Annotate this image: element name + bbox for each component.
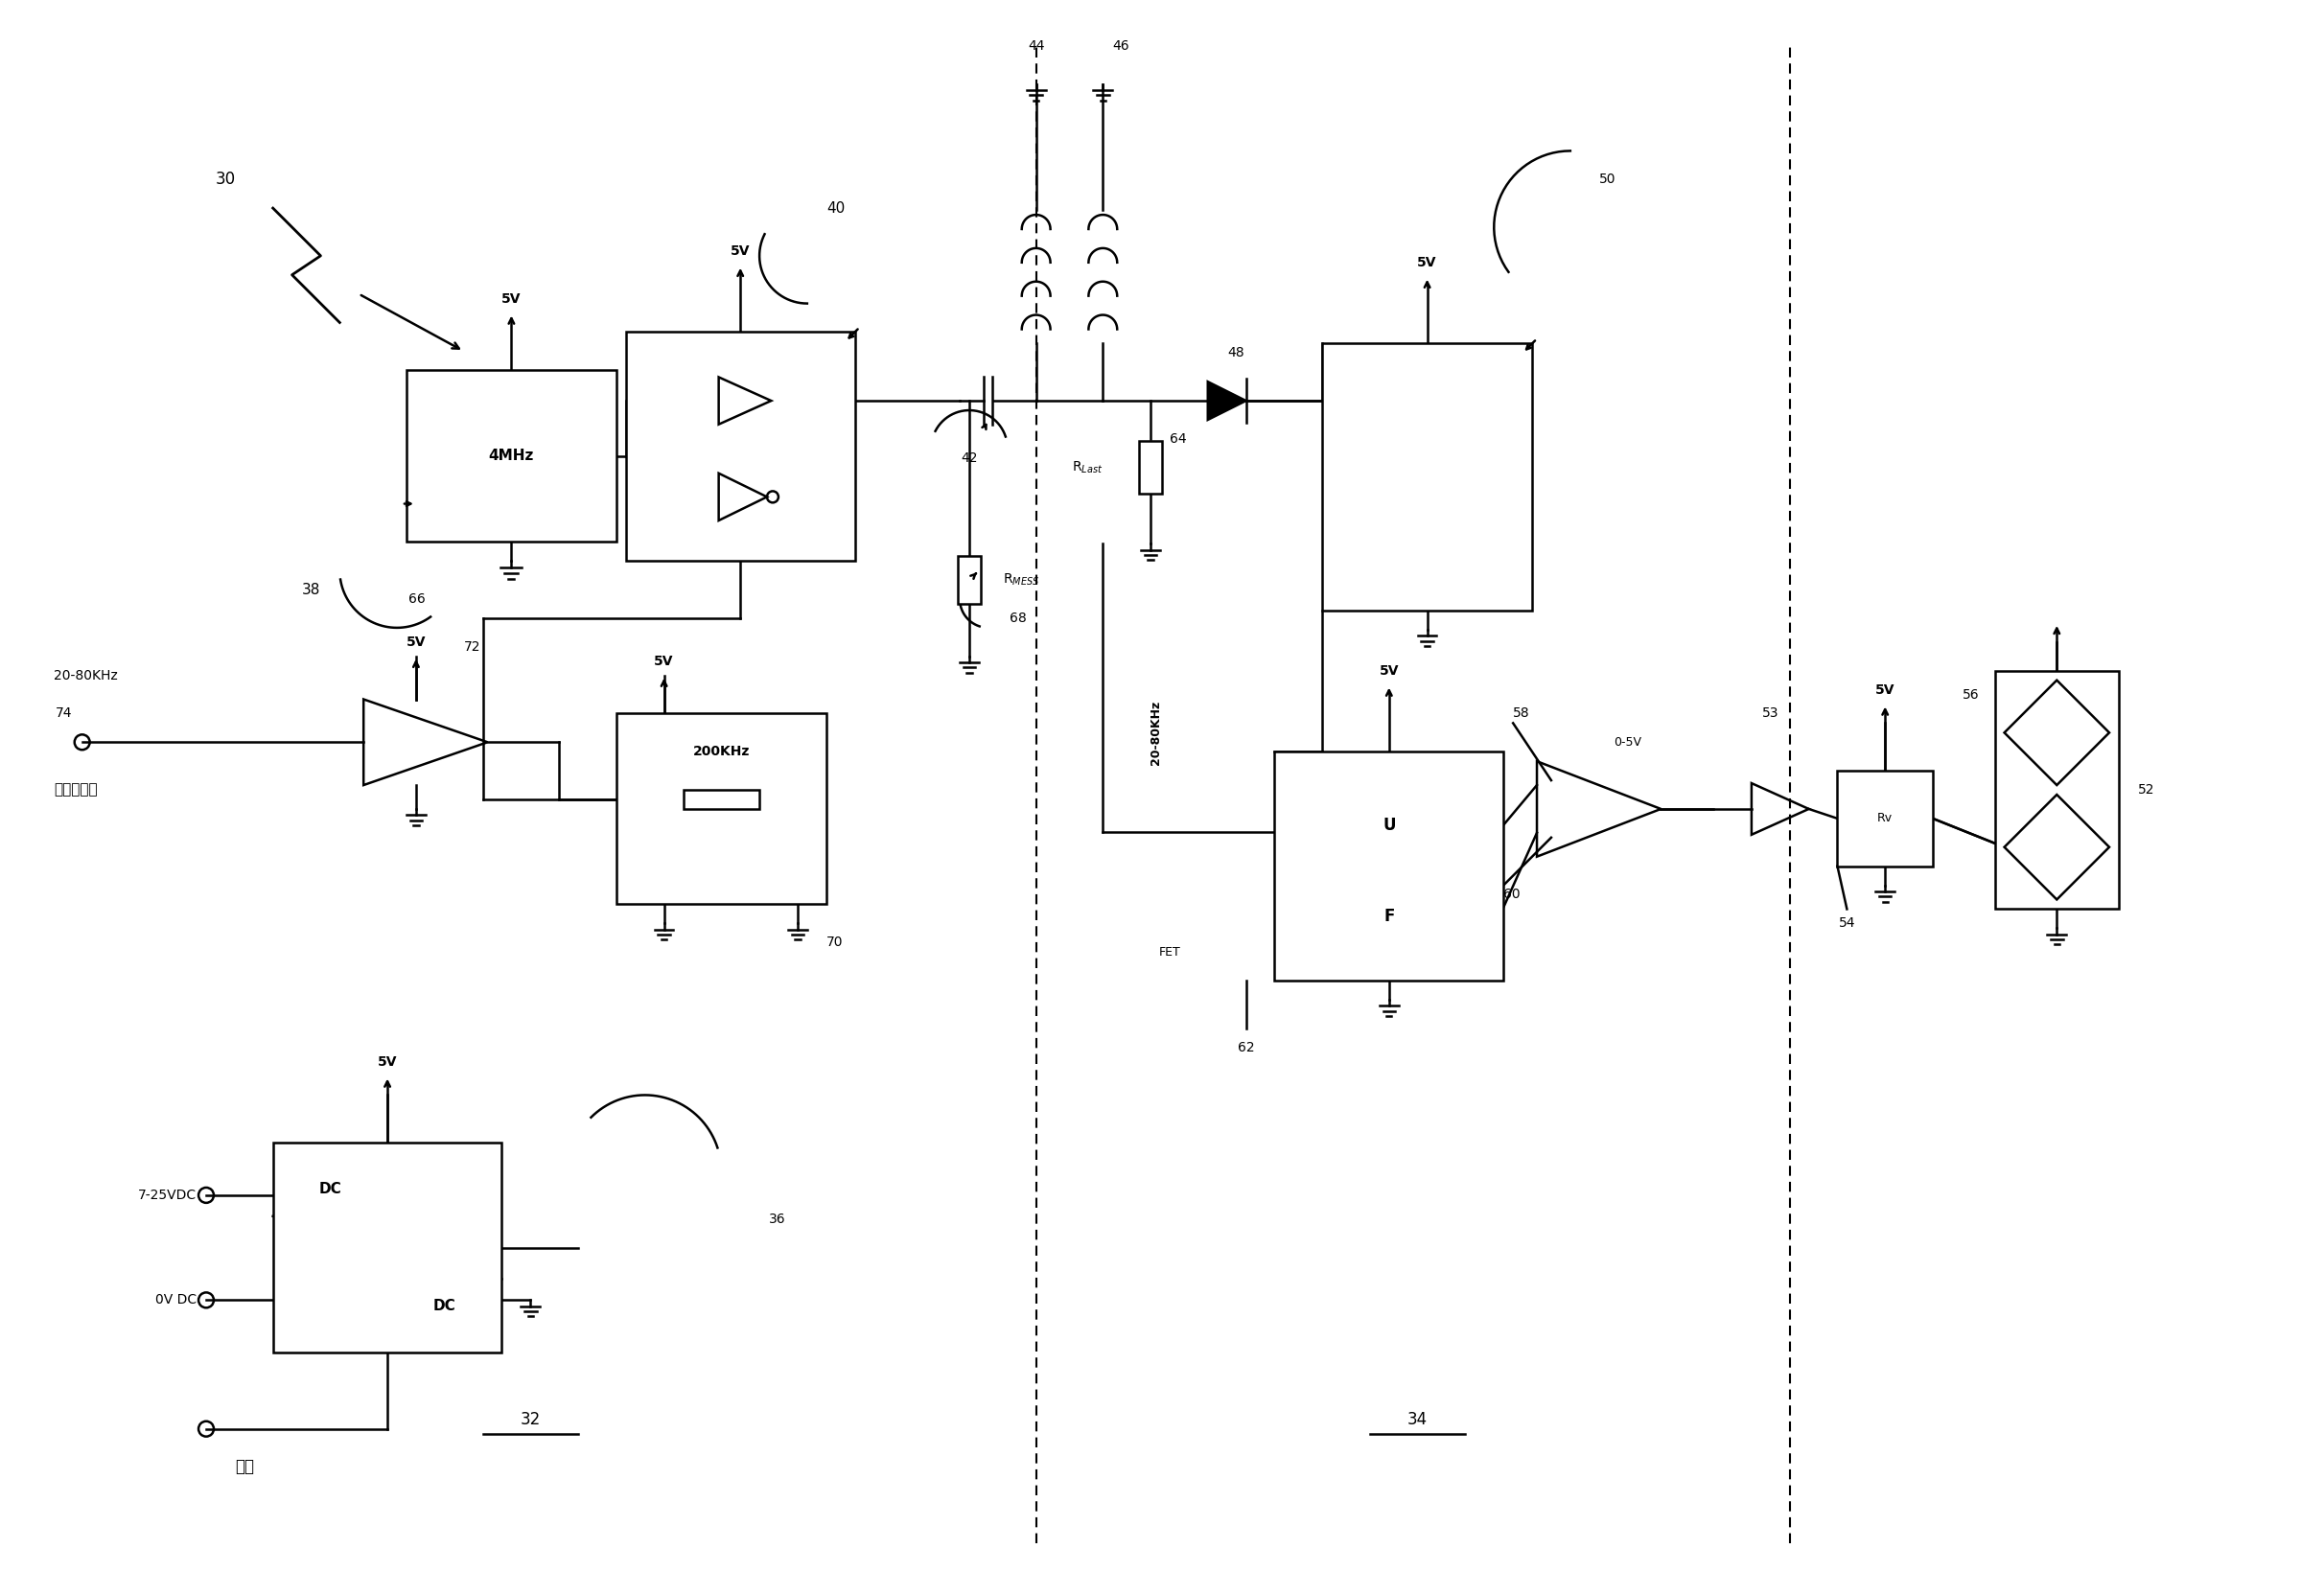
Text: Rv: Rv <box>1878 812 1892 825</box>
Text: 36: 36 <box>769 1212 786 1227</box>
Text: 74: 74 <box>56 707 72 721</box>
Bar <box>1994 670 2119 909</box>
Text: 5V: 5V <box>407 635 425 649</box>
Text: U: U <box>1383 817 1394 834</box>
Text: 30: 30 <box>216 171 237 188</box>
Text: 52: 52 <box>2138 783 2154 796</box>
Text: 44: 44 <box>1027 40 1043 53</box>
Text: 0V DC: 0V DC <box>156 1294 198 1306</box>
Text: DC: DC <box>432 1300 456 1314</box>
Text: 5V: 5V <box>1875 683 1894 697</box>
Text: 0-5V: 0-5V <box>1613 735 1641 748</box>
Bar <box>957 557 981 605</box>
Text: R$_{Last}$: R$_{Last}$ <box>1071 459 1104 475</box>
Text: 60: 60 <box>1504 888 1520 901</box>
Text: F: F <box>1383 908 1394 925</box>
Text: 32: 32 <box>521 1410 541 1428</box>
Text: DC: DC <box>318 1182 342 1196</box>
Polygon shape <box>1208 381 1246 419</box>
Text: 5V: 5V <box>376 1054 397 1069</box>
Text: 4MHz: 4MHz <box>488 448 535 463</box>
Text: 66: 66 <box>409 592 425 606</box>
Text: 5V: 5V <box>1378 664 1399 678</box>
Bar <box>1322 343 1532 611</box>
Text: 46: 46 <box>1113 40 1129 53</box>
Text: 34: 34 <box>1408 1410 1427 1428</box>
Bar <box>407 370 616 542</box>
Text: 38: 38 <box>302 582 321 597</box>
Text: 48: 48 <box>1227 346 1246 360</box>
Text: 58: 58 <box>1513 707 1529 721</box>
Text: 5V: 5V <box>1418 255 1436 270</box>
Text: 50: 50 <box>1599 172 1615 187</box>
Bar <box>1139 442 1162 494</box>
Bar <box>683 790 760 809</box>
Bar <box>1274 751 1504 981</box>
Text: 64: 64 <box>1169 432 1188 445</box>
Text: 5V: 5V <box>655 654 674 668</box>
Text: 72: 72 <box>465 640 481 654</box>
Text: 5V: 5V <box>730 244 751 258</box>
Bar <box>1838 770 1934 866</box>
Text: 40: 40 <box>827 201 844 215</box>
Bar <box>272 1142 502 1353</box>
Text: 20-80KHz: 20-80KHz <box>53 668 119 683</box>
Text: 7-25VDC: 7-25VDC <box>137 1188 198 1203</box>
Bar <box>616 713 827 904</box>
Text: FET: FET <box>1160 946 1181 959</box>
Text: 68: 68 <box>1009 611 1027 625</box>
Bar <box>625 332 855 561</box>
Text: 62: 62 <box>1236 1040 1255 1054</box>
Text: 200KHz: 200KHz <box>693 745 751 759</box>
Text: R$_{MESS}$: R$_{MESS}$ <box>1002 573 1039 589</box>
Text: 53: 53 <box>1762 707 1778 721</box>
Text: 56: 56 <box>1961 687 1980 702</box>
Text: 42: 42 <box>960 451 978 464</box>
Text: 5V: 5V <box>502 292 521 305</box>
Text: 54: 54 <box>1838 917 1855 930</box>
Text: 70: 70 <box>827 936 844 949</box>
Text: 20-80KHz: 20-80KHz <box>1148 700 1162 766</box>
Text: 集电极开路: 集电极开路 <box>53 783 98 798</box>
Text: 关断: 关断 <box>235 1458 253 1475</box>
